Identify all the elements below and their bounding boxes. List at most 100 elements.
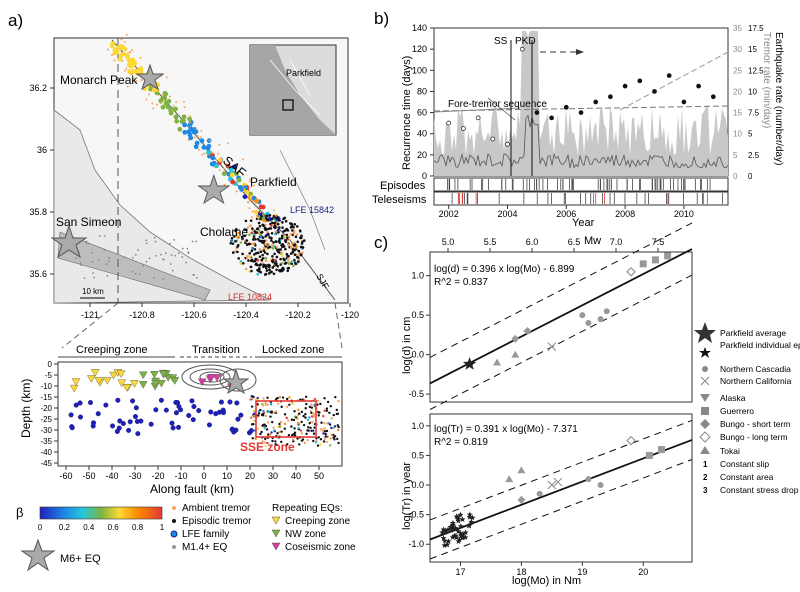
repeating-eq-marker xyxy=(71,378,81,386)
tremor-dot xyxy=(329,404,333,408)
cascadia-point xyxy=(597,316,604,323)
tremor-dot xyxy=(250,395,253,398)
tremor-dot xyxy=(263,227,267,230)
tremor-dot xyxy=(258,239,262,243)
repeating-eq-marker xyxy=(94,377,104,385)
eq-dot xyxy=(182,122,188,128)
creep-eq-dot xyxy=(97,258,100,261)
lfe-dot xyxy=(87,400,93,406)
tremor-dot xyxy=(250,398,253,401)
tremor-dot xyxy=(230,238,234,242)
tremor-dot xyxy=(270,224,273,227)
sse-zone-label: SSE zone xyxy=(240,440,295,454)
ambient-tremor-dot xyxy=(226,142,229,145)
fit-bound-line xyxy=(429,459,693,560)
tremor-dot xyxy=(300,410,304,414)
b-y-right-tick-label: 15 xyxy=(733,109,742,118)
eq-dot xyxy=(209,161,215,167)
lfe-dot xyxy=(238,412,244,418)
eq-dot xyxy=(110,41,116,46)
tremor-dot xyxy=(266,403,269,406)
tremor-dot xyxy=(267,433,270,436)
inset-map: Parkfield xyxy=(249,44,337,136)
c-y-tick-label: -1.0 xyxy=(408,539,424,549)
tremor-dot xyxy=(275,245,279,249)
tremor-dot xyxy=(306,439,309,442)
tremor-dot xyxy=(278,425,282,429)
tremor-dot xyxy=(325,440,328,444)
tremor-dot xyxy=(265,214,269,218)
tremor-dot xyxy=(310,403,313,406)
lfe-dot xyxy=(234,400,240,406)
section-x-tick-label: -40 xyxy=(105,471,118,481)
parkfield-star xyxy=(445,538,452,544)
tremor-dot xyxy=(314,441,318,444)
parkfield-episode-icon xyxy=(699,347,711,358)
tremor-dot xyxy=(286,419,290,422)
event-pkd: PKD xyxy=(515,36,536,47)
lfe-dot xyxy=(227,399,233,405)
tremor-dot xyxy=(262,249,266,252)
m6-star-label: M6+ EQ xyxy=(60,553,101,565)
zone-transition: Transition xyxy=(192,344,240,356)
tremor-dot xyxy=(277,239,281,243)
tremor-dot xyxy=(265,269,269,272)
tremor-dot xyxy=(283,258,286,262)
creep-eq-dot xyxy=(181,247,184,250)
legend-coseismic: Coseismic zone xyxy=(285,542,356,553)
ambient-tremor-dot xyxy=(248,207,251,210)
tremor-dot xyxy=(278,226,281,229)
b-x-ticks: 2002 2004 2006 2008 2010 xyxy=(439,205,694,219)
creep-eq-dot xyxy=(85,242,88,245)
eq-dot xyxy=(173,114,179,120)
tremor-dot xyxy=(276,228,280,232)
repeating-eq-marker xyxy=(117,379,127,388)
creep-eq-dot xyxy=(152,276,155,279)
tremor-dot xyxy=(300,420,303,424)
tremor-dot xyxy=(312,432,316,435)
ambient-tremor-dot xyxy=(201,153,204,156)
row-teleseisms: Teleseisms xyxy=(372,194,427,206)
tremor-dot xyxy=(287,254,290,258)
recurrence-point xyxy=(652,89,657,94)
tremor-dot xyxy=(268,245,272,249)
tremor-dot xyxy=(322,440,326,443)
section-y-tick-label: -35 xyxy=(40,437,52,446)
repeating-eq-marker xyxy=(122,384,132,392)
b-y-right-tick-label: 7.5 xyxy=(748,109,760,118)
ambient-tremor-dot xyxy=(250,185,253,188)
zone-creeping: Creeping zone xyxy=(76,344,148,356)
tremor-dot xyxy=(283,235,287,238)
ambient-tremor-dot xyxy=(208,139,211,142)
tremor-dot xyxy=(308,421,311,425)
creep-eq-dot xyxy=(169,263,172,265)
tremor-dot xyxy=(270,231,274,235)
tremor-dot xyxy=(277,402,280,405)
tremor-dot xyxy=(325,409,329,412)
tremor-dot xyxy=(271,266,275,269)
tremor-dot xyxy=(326,400,330,404)
monarch-star-icon xyxy=(135,63,165,91)
ambient-tremor-dot xyxy=(129,51,132,54)
ambient-tremor-dot xyxy=(215,158,218,161)
eq-dot xyxy=(253,209,259,215)
tremor-dot xyxy=(281,396,285,399)
eq-dot xyxy=(120,51,125,57)
legend-c-5: Guerrero xyxy=(720,406,754,416)
ambient-tremor-dot xyxy=(123,40,126,43)
ambient-tremor-dot xyxy=(259,210,262,213)
san-simeon-star-icon xyxy=(50,224,88,259)
guerrero-point xyxy=(639,260,647,268)
repeating-eq-marker xyxy=(157,379,166,388)
c-y-tick-label: 0.5 xyxy=(411,310,424,320)
tremor-dot xyxy=(251,227,254,230)
place-cholame: Cholame xyxy=(200,225,248,239)
eq-dot xyxy=(126,57,132,63)
mw-tick-label: 7.5 xyxy=(652,237,665,247)
tremor-dot xyxy=(308,416,311,419)
guerrero-point xyxy=(658,446,666,454)
coseismic-marker xyxy=(212,374,222,382)
lfe-dot xyxy=(127,419,133,425)
colorbar-tick-label: 0.2 xyxy=(59,523,71,532)
legend-c-3: Northern California xyxy=(720,376,792,386)
